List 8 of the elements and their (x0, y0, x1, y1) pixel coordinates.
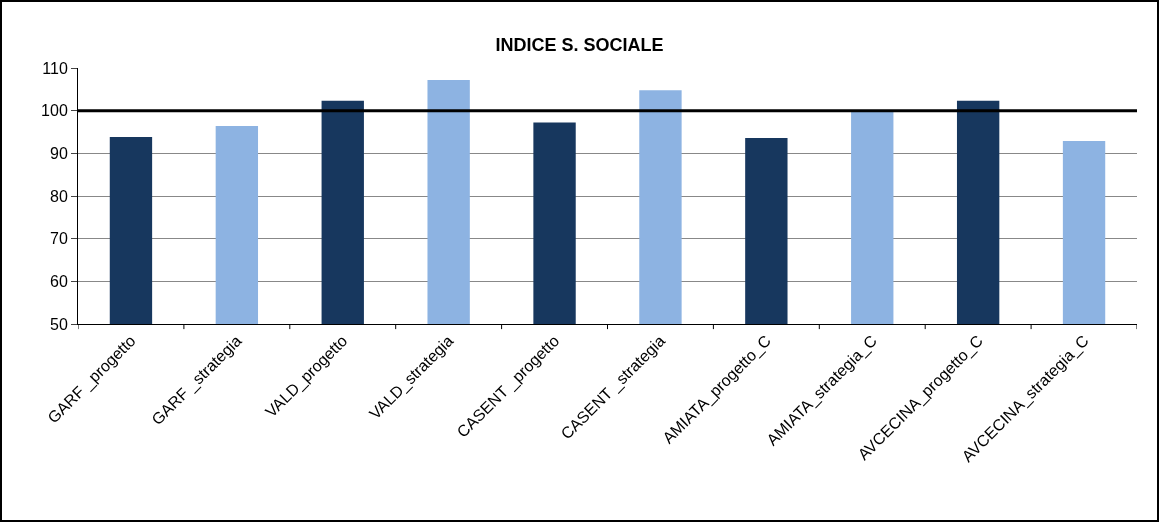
y-tick-label: 60 (50, 272, 68, 290)
y-tick-label: 50 (50, 315, 68, 333)
y-tick-label: 70 (50, 230, 68, 248)
chart-title: INDICE S. SOCIALE (495, 34, 664, 55)
y-tick-label: 110 (42, 59, 68, 77)
y-tick-label: 100 (41, 102, 68, 120)
y-tick-label: 90 (50, 144, 68, 162)
y-tick-label: 80 (50, 187, 68, 205)
